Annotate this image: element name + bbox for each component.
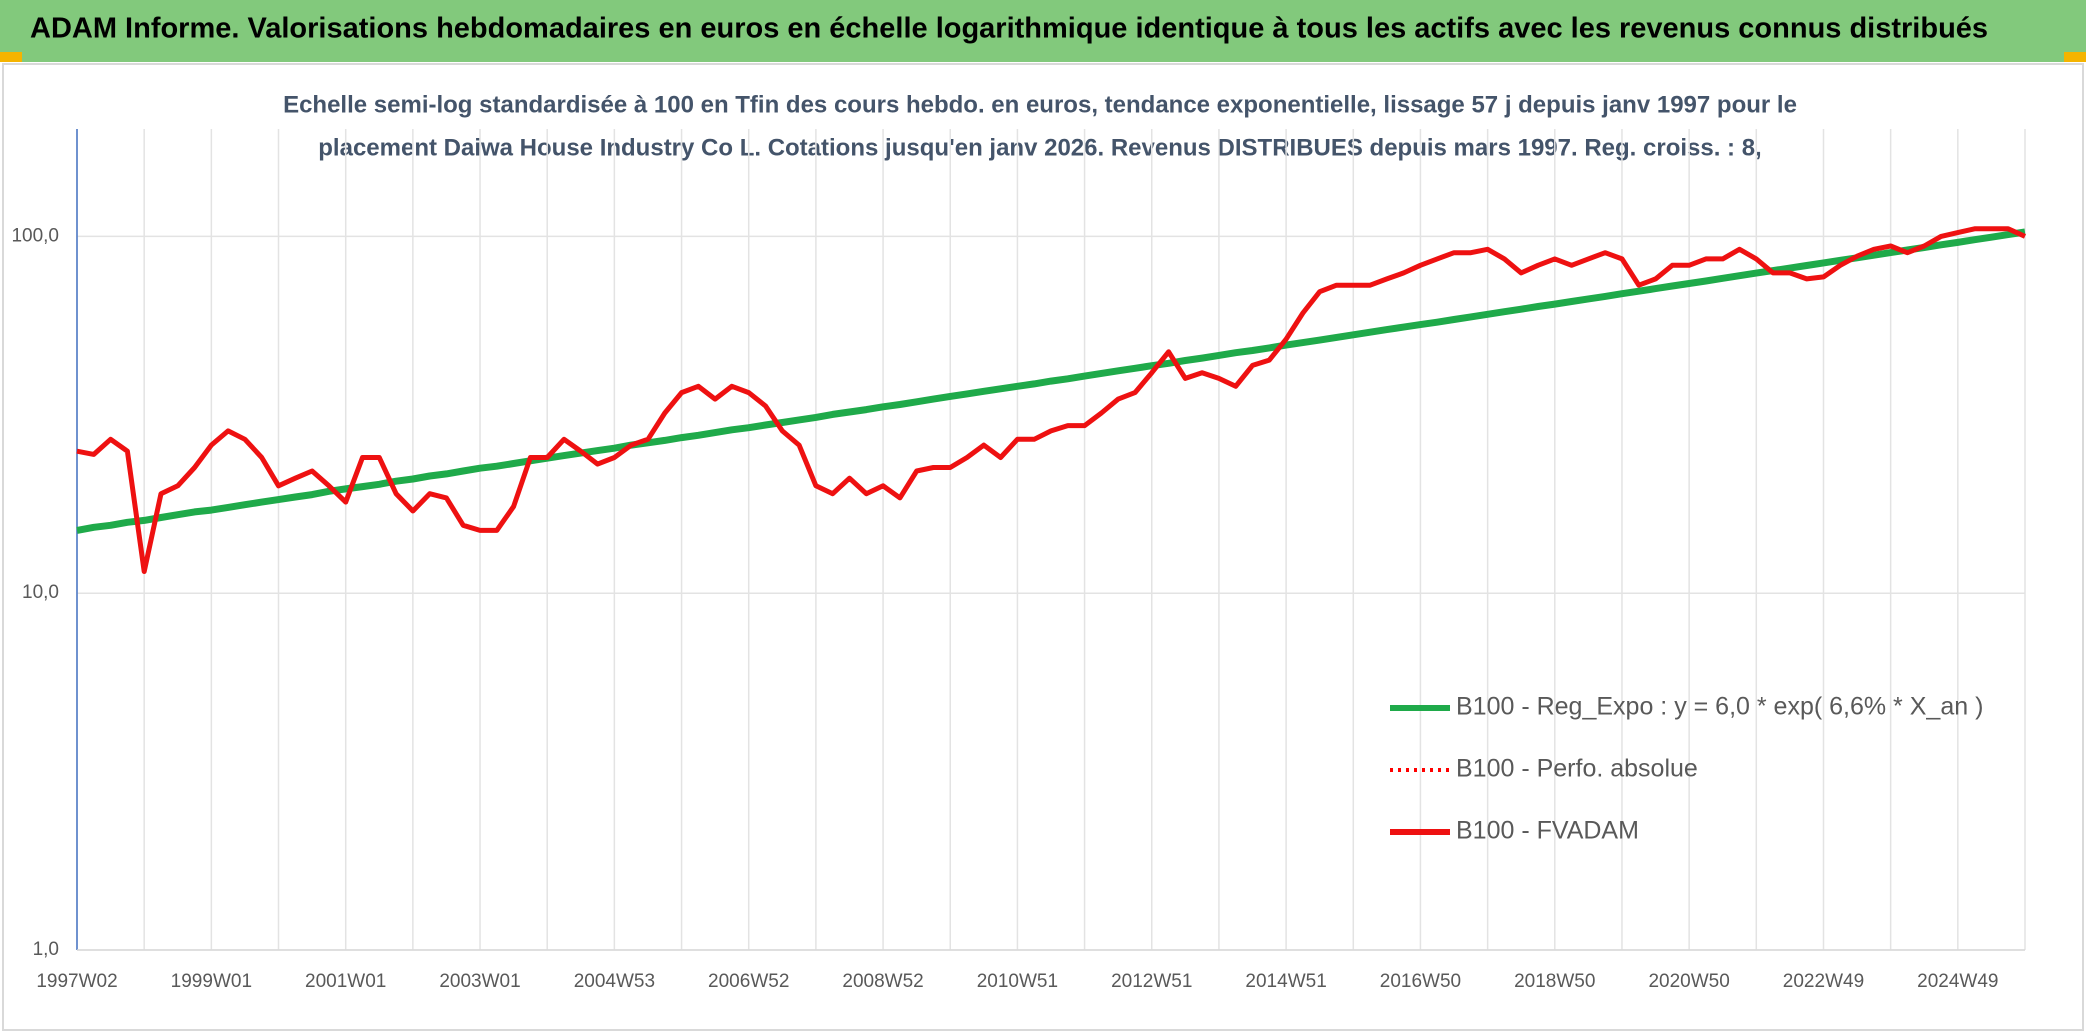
x-tick-label: 2008W52 — [842, 971, 923, 992]
legend-label: B100 - FVADAM — [1456, 817, 1639, 845]
x-tick-label: 2012W51 — [1111, 971, 1192, 992]
x-tick-label: 2004W53 — [574, 971, 655, 992]
x-tick-label: 2024W49 — [1917, 971, 1998, 992]
chart-frame — [2, 63, 2084, 1031]
x-tick-label: 2006W52 — [708, 971, 789, 992]
chart-title: ADAM Informe. Valorisations hebdomadaire… — [30, 13, 1988, 45]
legend-label: B100 - Reg_Expo : y = 6,0 * exp( 6,6% * … — [1456, 693, 1983, 721]
x-tick-label: 2014W51 — [1245, 971, 1326, 992]
y-tick-label: 10,0 — [22, 582, 59, 603]
x-tick-label: 2010W51 — [977, 971, 1058, 992]
x-tick-label: 1999W01 — [171, 971, 252, 992]
x-tick-label: 2018W50 — [1514, 971, 1595, 992]
series-line — [76, 226, 2027, 574]
x-tick-label: 2001W01 — [305, 971, 386, 992]
x-tick-label: 2003W01 — [439, 971, 520, 992]
legend-label: B100 - Perfo. absolue — [1456, 755, 1698, 783]
corner-mark — [2064, 52, 2086, 62]
series-line — [76, 228, 2026, 534]
corner-mark — [0, 52, 22, 62]
x-tick-label: 2020W50 — [1648, 971, 1729, 992]
chart-subtitle: placement Daiwa House Industry Co L. Cot… — [318, 134, 1761, 161]
title-bar — [0, 0, 2086, 62]
y-tick-label: 100,0 — [11, 225, 59, 246]
chart-subtitle: Echelle semi-log standardisée à 100 en T… — [283, 91, 1797, 118]
y-tick-label: 1,0 — [33, 939, 59, 960]
x-tick-label: 2016W50 — [1380, 971, 1461, 992]
x-tick-label: 2022W49 — [1783, 971, 1864, 992]
x-tick-label: 1997W02 — [36, 971, 117, 992]
